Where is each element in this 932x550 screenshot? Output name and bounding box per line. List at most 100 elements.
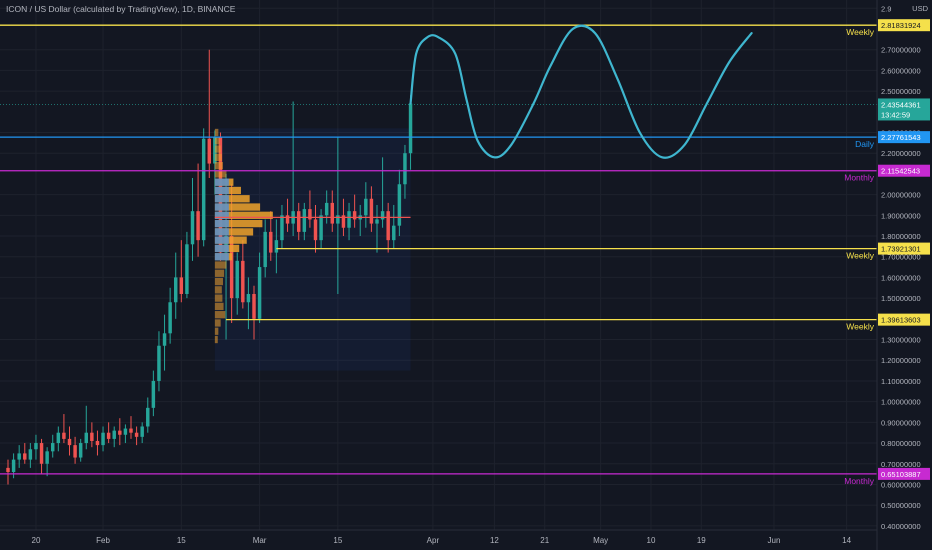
volume-profile-bar-va <box>214 195 229 203</box>
volume-profile-bar <box>214 261 227 269</box>
volume-profile-bar <box>214 211 273 219</box>
candle-body[interactable] <box>380 211 385 220</box>
candle-body[interactable] <box>62 432 66 439</box>
candle-body[interactable] <box>151 380 156 408</box>
candle-body[interactable] <box>157 345 161 381</box>
candle-body[interactable] <box>196 211 200 241</box>
candle-body[interactable] <box>118 430 122 435</box>
candle-body[interactable] <box>34 443 38 450</box>
candle-body[interactable] <box>140 426 144 437</box>
candle-body[interactable] <box>224 236 228 253</box>
candle-body[interactable] <box>67 438 72 446</box>
candle-body[interactable] <box>330 202 335 224</box>
candle-body[interactable] <box>285 215 290 224</box>
candle-body[interactable] <box>162 333 167 346</box>
price-tick-label: 1.20000000 <box>881 356 921 365</box>
candle-body[interactable] <box>341 215 346 228</box>
candle-body[interactable] <box>112 430 116 439</box>
candle-body[interactable] <box>106 432 111 439</box>
price-tick-label: 1.50000000 <box>881 294 921 303</box>
candle-body[interactable] <box>308 209 312 220</box>
candle-body[interactable] <box>375 219 379 224</box>
candle-body[interactable] <box>397 184 402 226</box>
candle-body[interactable] <box>280 215 284 241</box>
candle-body[interactable] <box>23 453 27 460</box>
volume-profile-bar <box>214 335 218 344</box>
candle-body[interactable] <box>235 260 239 299</box>
candle-body[interactable] <box>129 428 133 433</box>
candle-body[interactable] <box>39 443 44 464</box>
price-tick-label: 0.90000000 <box>881 418 921 427</box>
candle-body[interactable] <box>257 267 262 319</box>
candle-body[interactable] <box>90 432 94 441</box>
candle-body[interactable] <box>403 153 407 185</box>
candle-body[interactable] <box>408 103 413 154</box>
candle-body[interactable] <box>364 198 368 216</box>
candle-body[interactable] <box>6 467 10 473</box>
candle-body[interactable] <box>347 211 351 228</box>
volume-profile-bar <box>214 128 219 137</box>
candle-body[interactable] <box>386 211 390 241</box>
candle-body[interactable] <box>50 443 55 452</box>
candle-body[interactable] <box>11 459 16 473</box>
time-tick-label: Mar <box>253 536 267 545</box>
candle-body[interactable] <box>45 451 49 464</box>
candle-body[interactable] <box>241 260 245 303</box>
candle-body[interactable] <box>296 211 301 232</box>
candle-body[interactable] <box>17 453 21 460</box>
level-lines[interactable]: Weekly Daily Monthly Weekly Weekly Monthly <box>0 24 877 486</box>
forecast-drawing[interactable] <box>409 24 753 159</box>
level-tag-weekly: Weekly <box>846 251 874 261</box>
volume-profile-box <box>214 128 411 371</box>
candle-body[interactable] <box>146 407 150 427</box>
candle-body[interactable] <box>336 215 340 224</box>
candle-body[interactable] <box>168 302 172 334</box>
candle-body[interactable] <box>269 231 273 253</box>
candle-body[interactable] <box>252 293 256 319</box>
level-price-tag-text: 0.65103887 <box>881 470 921 479</box>
bar-countdown: 13:42:59 <box>881 110 910 119</box>
candle-body[interactable] <box>229 236 234 299</box>
level-price-tag-text: 1.73921301 <box>881 245 921 254</box>
forecast-path[interactable] <box>409 24 753 159</box>
candle-body[interactable] <box>319 215 323 241</box>
candle-body[interactable] <box>274 240 279 253</box>
candle-body[interactable] <box>84 432 89 444</box>
candle-body[interactable] <box>190 211 195 245</box>
candles[interactable] <box>6 49 413 485</box>
candle-body[interactable] <box>73 445 77 458</box>
candle-body[interactable] <box>56 432 61 444</box>
volume-profile-bar <box>214 195 250 203</box>
candle-body[interactable] <box>392 225 396 241</box>
candle-body[interactable] <box>201 138 206 241</box>
candle-body[interactable] <box>179 277 184 294</box>
price-tick-label: 0.70000000 <box>881 460 921 469</box>
volume-profile-range <box>214 128 411 371</box>
price-tick-label: 2.60000000 <box>881 66 921 75</box>
candle-body[interactable] <box>352 211 357 220</box>
candle-body[interactable] <box>101 432 105 446</box>
price-tick-label: 2.9 <box>881 4 891 13</box>
candle-body[interactable] <box>369 198 374 224</box>
candle-body[interactable] <box>263 231 267 268</box>
candle-body[interactable] <box>246 293 251 303</box>
candle-body[interactable] <box>218 136 223 253</box>
volume-profile-bar-va <box>214 244 229 253</box>
candle-body[interactable] <box>302 209 307 232</box>
candle-body[interactable] <box>173 277 178 303</box>
candle-body[interactable] <box>95 440 100 446</box>
level-price-tag <box>878 164 930 177</box>
candle-body[interactable] <box>313 219 318 241</box>
price-tick-label: 1.10000000 <box>881 377 921 386</box>
candle-body[interactable] <box>134 432 139 437</box>
candle-body[interactable] <box>207 138 212 164</box>
candle-body[interactable] <box>28 449 33 460</box>
volume-profile-bar <box>214 311 226 319</box>
candle-body[interactable] <box>78 443 83 458</box>
candle-body[interactable] <box>324 202 329 216</box>
candle-body[interactable] <box>185 244 189 294</box>
candle-body[interactable] <box>123 428 128 435</box>
